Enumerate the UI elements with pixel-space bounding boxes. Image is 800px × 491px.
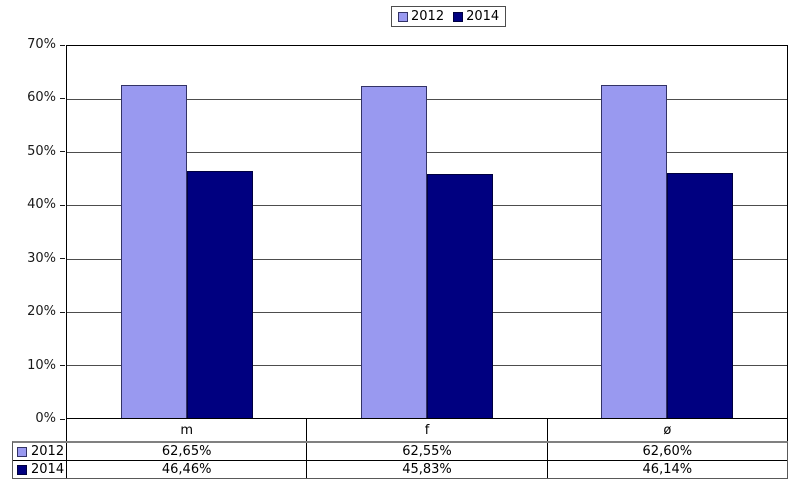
y-tick-mark [60, 311, 65, 313]
y-tick-label-50: 50% [27, 143, 56, 159]
value-cell-2012-ø: 62,60% [642, 444, 693, 459]
legend-swatch-icon [17, 446, 27, 457]
bar-2012-m [121, 85, 187, 418]
series-name-label: 2014 [31, 462, 65, 477]
legend-swatch-icon [398, 11, 408, 22]
category-cell-m: m [67, 419, 308, 441]
y-tick-label-20: 20% [27, 304, 56, 320]
y-tick-mark [60, 44, 65, 46]
y-tick-mark [60, 418, 65, 420]
y-tick-mark [60, 204, 65, 206]
legend-swatch-icon [453, 11, 464, 22]
table-row-2014: 2014 46,46% 45,83% 46,14% [13, 460, 787, 478]
bar-group-m [67, 46, 307, 418]
legend-key-cell-2012: 2012 [13, 443, 67, 460]
bar-2012-f [361, 85, 427, 418]
legend-swatch-icon [17, 464, 27, 475]
y-tick-mark [60, 97, 65, 99]
series-name-label: 2012 [31, 444, 65, 459]
table-rows: 2012 62,65% 62,55% 62,60% 2014 46,46% 45,83% 46… [13, 443, 787, 478]
legend: 2012 2014 [391, 6, 507, 27]
gridline [67, 152, 787, 154]
y-tick-mark [60, 151, 65, 153]
y-tick-label-60: 60% [27, 90, 56, 106]
y-axis: 70% 60% 50% 40% 30% 20% 10% 0% [0, 37, 66, 426]
legend-key-cell-2014: 2014 [13, 461, 67, 478]
value-cell-2014-ø: 46,14% [642, 462, 693, 477]
legend-label: 2012 [411, 9, 445, 24]
bar-2014-f [427, 174, 493, 418]
category-cell-f: f [307, 419, 548, 441]
value-cell-2014-f: 45,83% [307, 461, 548, 478]
bar-2014-ø [667, 172, 733, 418]
data-table: 2012 62,65% 62,55% 62,60% 2014 46,46% 45,83% 46… [12, 441, 788, 479]
legend-label: 2014 [466, 9, 500, 24]
plot-bars [67, 46, 787, 418]
bar-2012-ø [601, 85, 667, 418]
legend-item-2014: 2014 [453, 9, 499, 24]
y-tick-label-30: 30% [27, 250, 56, 266]
y-tick-label-0: 0% [35, 411, 56, 426]
y-tick-mark [60, 365, 65, 367]
value-cell-2012-m: 62,65% [67, 443, 308, 460]
y-tick-mark [60, 258, 65, 260]
y-tick-label-10: 10% [27, 357, 56, 373]
legend-items: 2012 2014 [398, 9, 499, 24]
table-row-2012: 2012 62,65% 62,55% 62,60% [13, 443, 787, 460]
bar-group-ø [547, 46, 787, 418]
y-tick-label-70: 70% [27, 37, 56, 52]
value-cell-2012-f: 62,55% [307, 443, 548, 460]
category-cell-ø: ø [663, 422, 672, 438]
bar-group-f [307, 46, 547, 418]
y-tick-label-40: 40% [27, 197, 56, 213]
value-cell-2014-m: 46,46% [67, 461, 308, 478]
bar-2014-m [187, 171, 253, 418]
plot-area [66, 45, 788, 419]
gridline [67, 99, 787, 101]
legend-item-2012: 2012 [398, 9, 444, 24]
